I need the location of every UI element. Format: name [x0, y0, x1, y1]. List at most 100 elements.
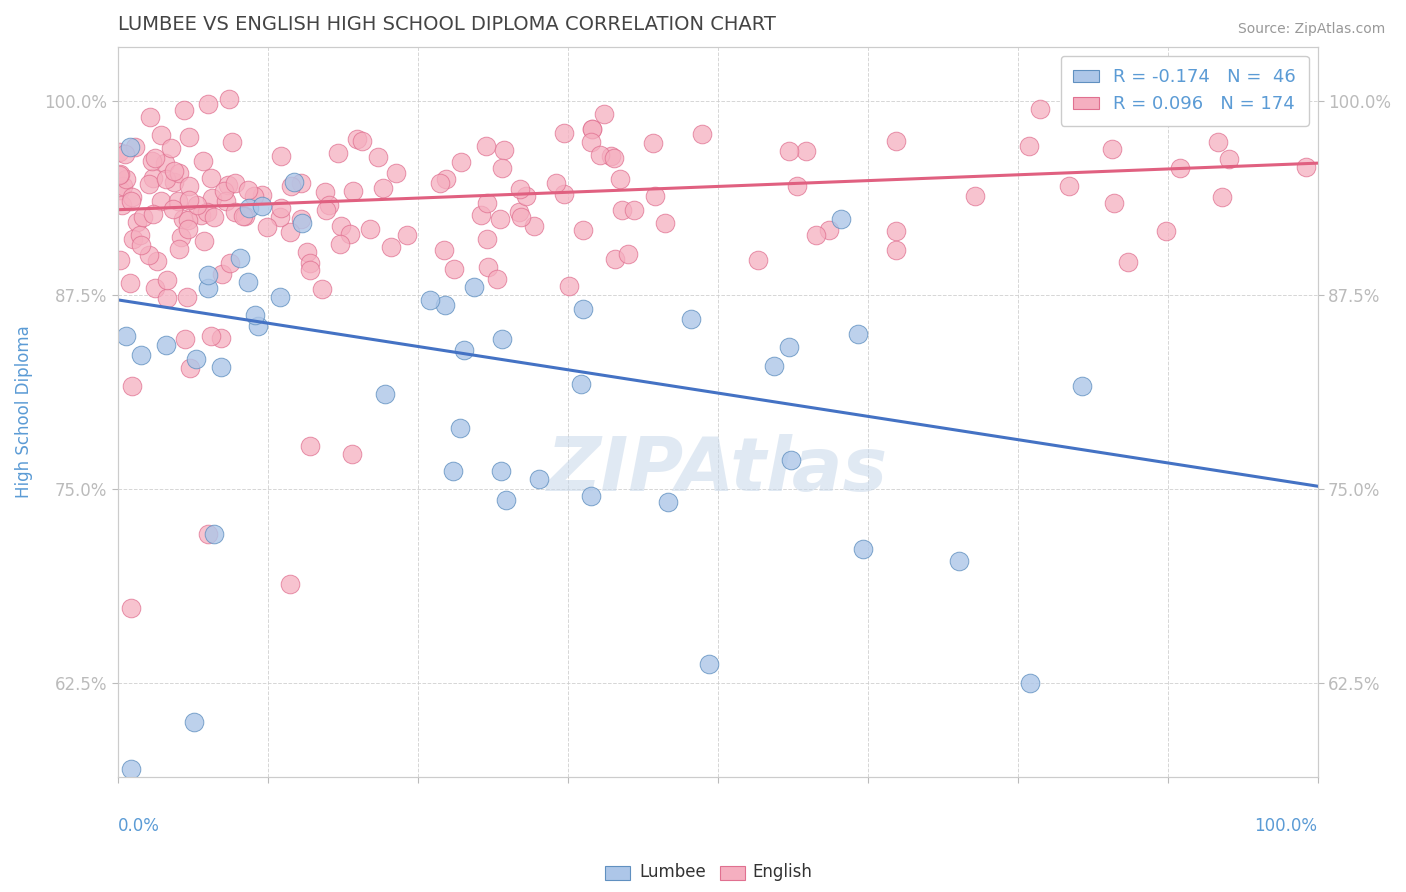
Point	[1208, 135, 1230, 149]
Point	[581, 122, 603, 136]
Point	[269, 210, 291, 224]
Point	[329, 237, 352, 252]
Point	[314, 186, 336, 200]
Point	[1018, 138, 1040, 153]
Y-axis label: High School Diploma: High School Diploma	[15, 326, 32, 498]
Point	[679, 311, 702, 326]
Point	[778, 340, 800, 354]
Point	[299, 263, 322, 277]
Point	[763, 359, 786, 373]
Point	[1070, 379, 1092, 393]
Point	[169, 230, 191, 244]
Point	[463, 280, 485, 294]
Point	[290, 176, 312, 190]
Point	[270, 201, 292, 215]
Point	[1168, 161, 1191, 175]
Point	[778, 144, 800, 158]
Text: English: English	[752, 863, 813, 881]
Point	[593, 106, 616, 120]
Point	[183, 715, 205, 730]
Point	[515, 189, 537, 203]
Point	[571, 301, 593, 316]
Point	[173, 333, 195, 347]
Point	[385, 165, 408, 179]
Text: Source: ZipAtlas.com: Source: ZipAtlas.com	[1237, 22, 1385, 37]
Point	[477, 260, 499, 274]
Point	[108, 252, 131, 267]
Point	[553, 186, 575, 201]
Point	[495, 493, 517, 508]
Point	[163, 163, 186, 178]
Point	[142, 207, 165, 221]
Point	[179, 179, 201, 194]
Point	[162, 202, 184, 217]
Point	[470, 208, 492, 222]
Point	[159, 141, 181, 155]
Point	[794, 144, 817, 158]
Point	[150, 128, 173, 142]
Point	[146, 253, 169, 268]
Point	[616, 246, 638, 260]
Point	[527, 472, 550, 486]
Point	[318, 198, 340, 212]
Point	[191, 154, 214, 169]
Point	[238, 201, 260, 215]
Point	[270, 148, 292, 162]
Point	[278, 577, 301, 591]
Point	[142, 171, 165, 186]
Point	[359, 221, 381, 235]
Point	[155, 273, 177, 287]
Point	[433, 243, 456, 257]
Point	[509, 182, 531, 196]
Point	[120, 140, 142, 154]
Text: 0.0%: 0.0%	[118, 817, 159, 835]
Point	[747, 252, 769, 267]
Point	[1018, 676, 1040, 690]
Point	[236, 183, 259, 197]
Text: ZIPAtlas: ZIPAtlas	[547, 434, 889, 507]
Point	[115, 329, 138, 343]
Point	[690, 127, 713, 141]
Point	[371, 181, 394, 195]
Point	[780, 452, 803, 467]
Point	[510, 211, 533, 225]
Point	[818, 223, 841, 237]
Point	[419, 293, 441, 307]
Point	[145, 280, 167, 294]
Point	[156, 291, 179, 305]
Point	[429, 177, 451, 191]
Point	[1059, 179, 1081, 194]
Point	[436, 172, 458, 186]
Point	[441, 464, 464, 478]
Point	[190, 208, 212, 222]
Point	[278, 225, 301, 239]
Point	[290, 212, 312, 227]
Point	[581, 122, 603, 136]
Point	[433, 298, 456, 312]
Point	[830, 211, 852, 226]
Point	[589, 148, 612, 162]
Point	[167, 194, 190, 208]
Point	[141, 154, 163, 169]
Point	[339, 227, 361, 242]
Point	[494, 143, 516, 157]
Point	[558, 279, 581, 293]
Point	[176, 290, 198, 304]
Point	[599, 149, 621, 163]
Point	[1218, 152, 1240, 166]
Point	[200, 170, 222, 185]
Point	[197, 526, 219, 541]
Point	[1062, 95, 1084, 110]
Point	[167, 242, 190, 256]
Point	[138, 177, 160, 191]
Point	[112, 178, 135, 193]
Point	[269, 290, 291, 304]
Point	[884, 243, 907, 257]
Point	[129, 238, 152, 252]
Point	[569, 376, 592, 391]
Point	[330, 219, 353, 234]
Point	[546, 176, 568, 190]
Point	[219, 255, 242, 269]
Point	[201, 191, 224, 205]
Point	[449, 420, 471, 434]
